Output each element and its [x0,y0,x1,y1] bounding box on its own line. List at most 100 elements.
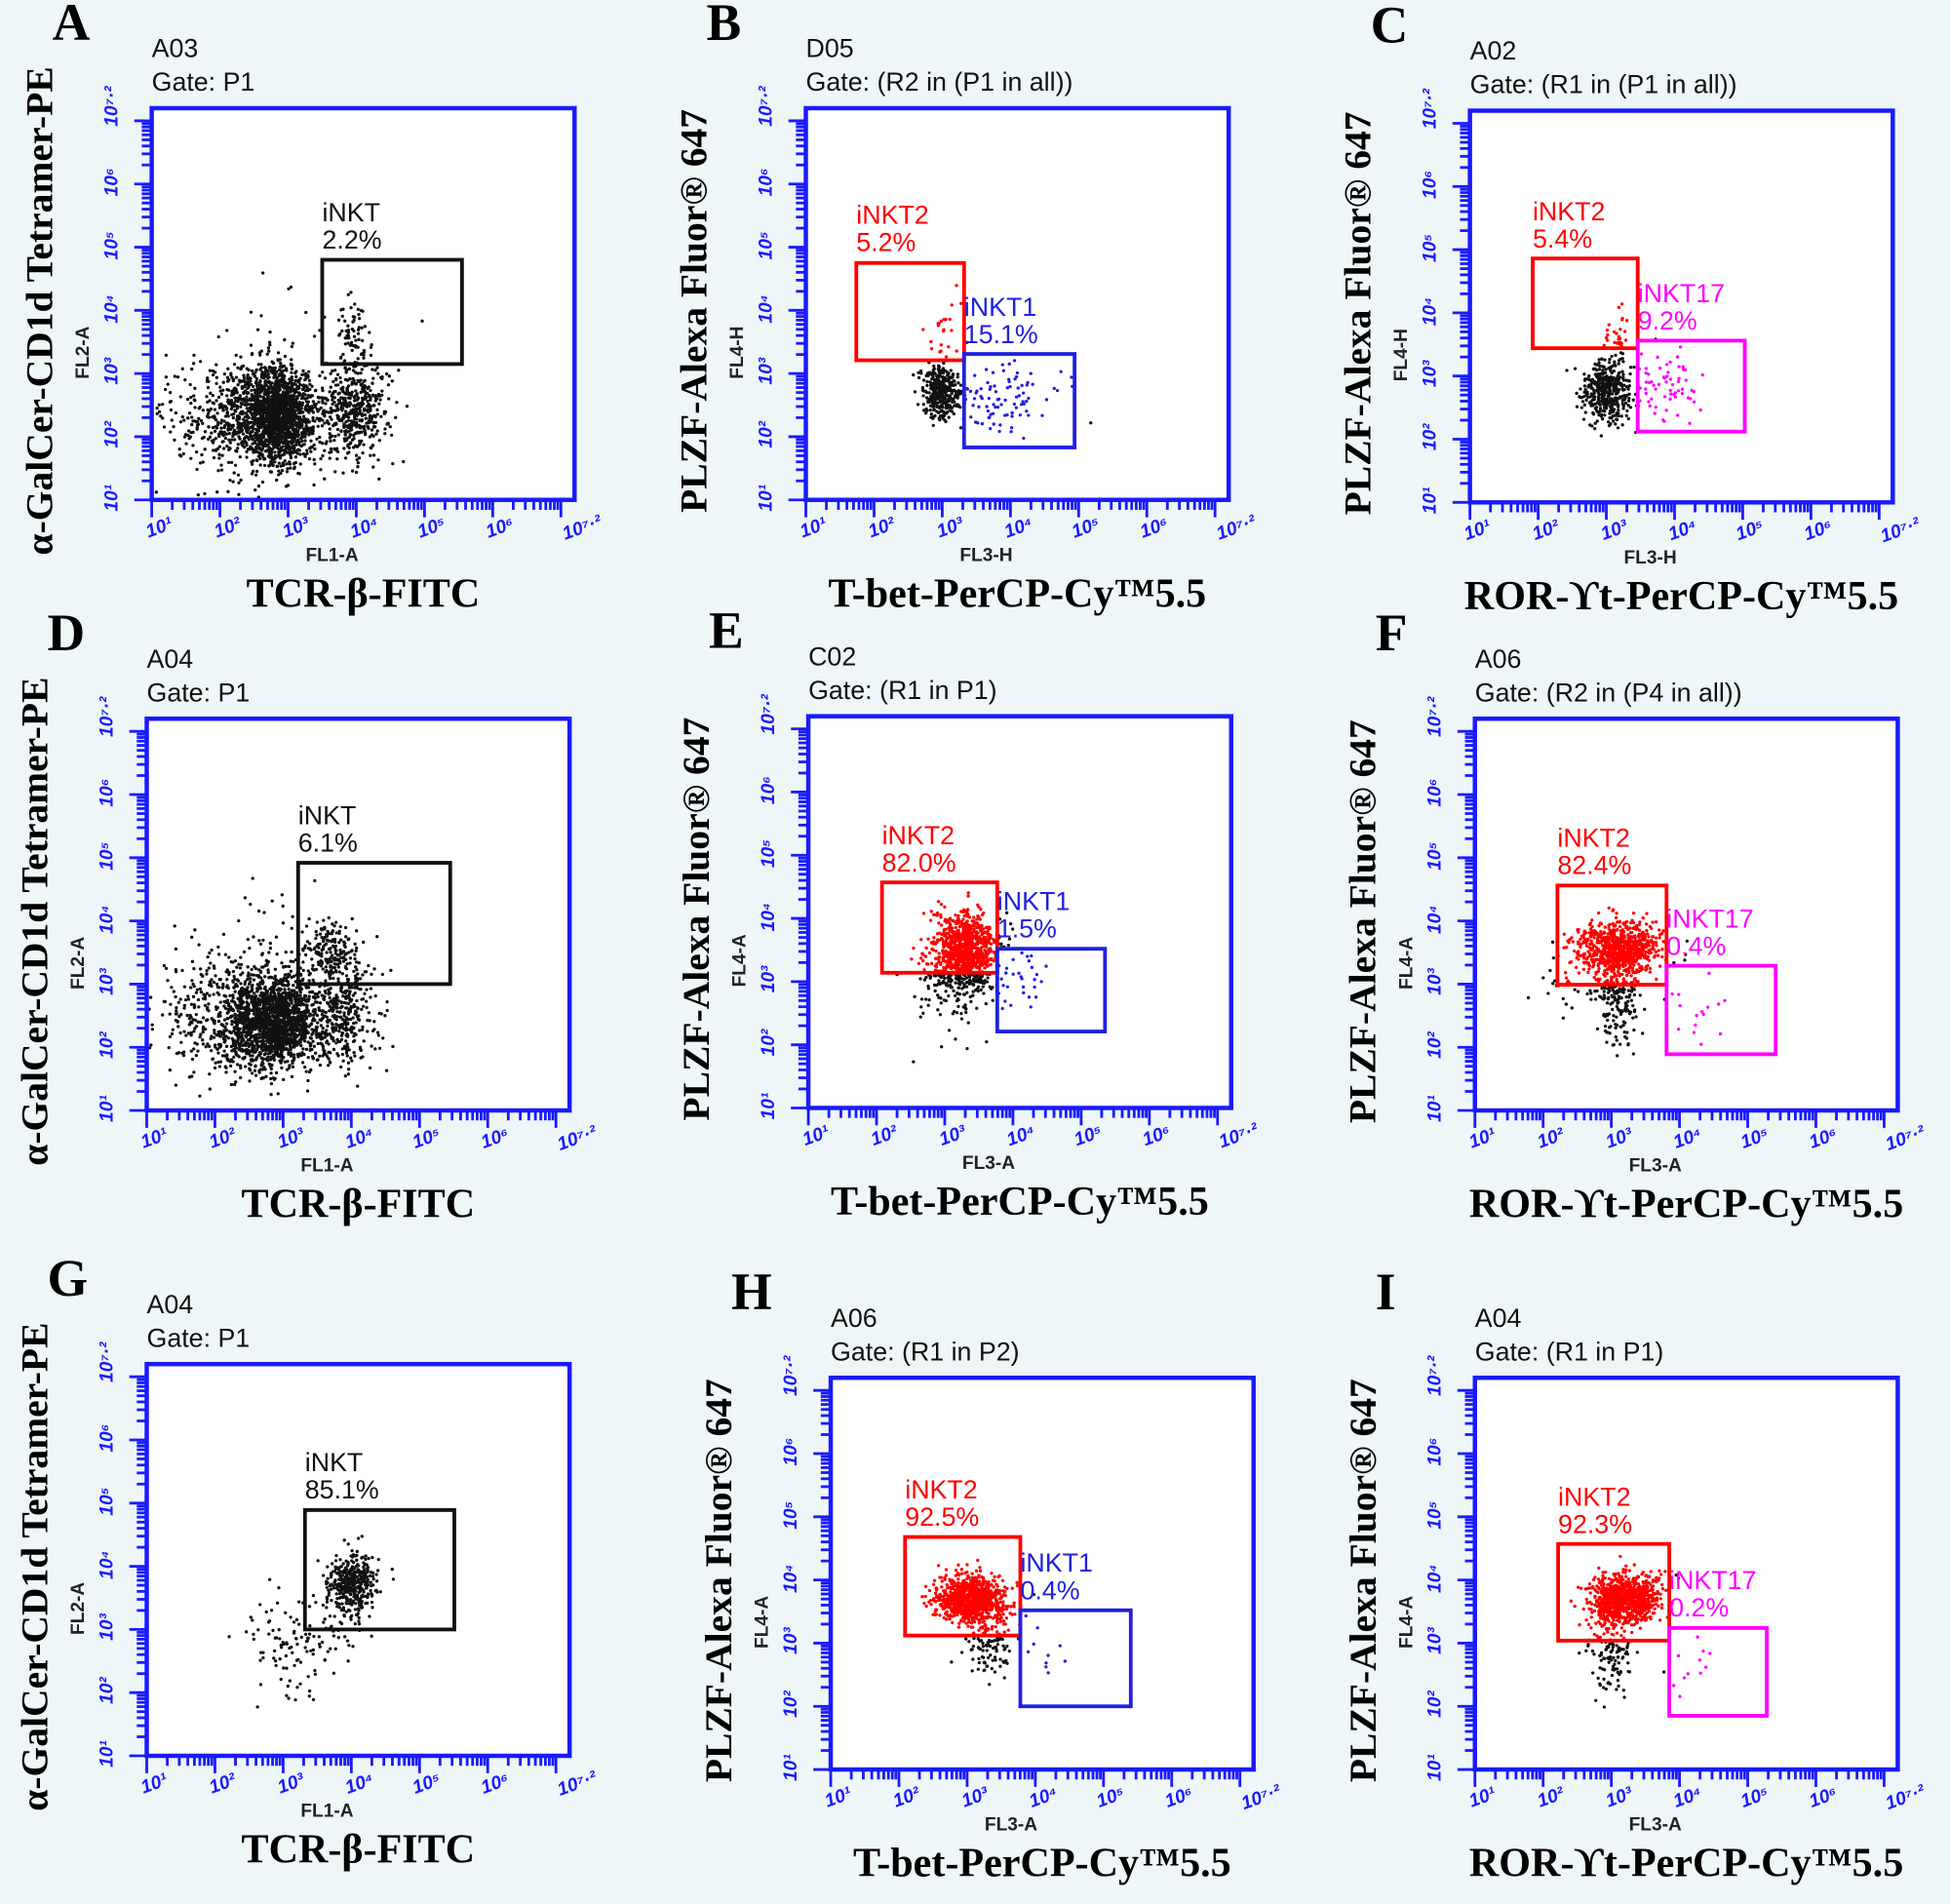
event-dot [338,356,343,360]
event-dot [278,440,282,444]
event-dot [243,389,248,393]
event-dot [335,457,339,461]
event-dot [246,373,250,377]
event-dot [1607,384,1612,389]
event-dot [1698,408,1702,412]
event-dot [242,421,247,425]
event-dot [283,437,287,442]
event-dot [272,375,276,380]
event-dot [198,360,203,364]
event-dot [277,473,281,477]
event-dot [226,460,231,465]
event-dot [1620,423,1624,427]
event-dot [1664,380,1668,384]
event-dot [1010,410,1014,415]
event-dot [211,441,215,445]
event-dot [939,388,944,392]
event-dot [1592,391,1596,395]
event-dot [214,437,218,441]
event-dot [1686,396,1691,400]
event-dot [355,410,359,415]
event-dot [233,408,237,412]
event-dot [937,410,941,414]
event-dot [265,395,270,400]
event-dot [1661,375,1666,379]
event-dot [283,441,287,446]
event-dot [266,369,270,372]
event-dot [192,394,196,398]
event-dot [370,433,374,437]
event-dot [1668,377,1673,381]
event-dot [259,991,263,994]
event-dot [941,385,945,389]
event-dot [271,387,276,391]
event-dot [305,448,309,452]
event-dot [346,328,351,332]
event-dot [944,318,948,322]
event-dot [218,389,222,393]
event-dot [946,393,950,398]
event-dot [263,444,267,447]
event-dot [343,342,347,346]
event-dot [218,385,222,389]
event-dot [1585,390,1589,394]
event-dot [263,367,267,370]
event-dot [1597,358,1601,362]
event-dot [279,380,284,384]
event-dot [293,405,297,408]
event-dot [300,439,304,444]
event-dot [1604,335,1609,340]
event-dot [941,369,945,373]
event-dot [291,400,294,405]
event-dot [1059,369,1063,373]
event-dot [242,373,246,377]
event-dot [269,451,273,455]
event-dot [331,391,335,396]
event-dot [219,405,223,408]
event-dot [279,427,284,431]
event-dot [1700,372,1704,377]
event-dot [252,398,255,402]
event-dot [1614,403,1618,407]
event-dot [1003,413,1007,417]
event-dot [254,446,258,449]
event-dot [1623,401,1628,406]
event-dot [209,391,213,395]
event-dot [1010,414,1014,418]
event-dot [253,991,256,995]
event-dot [260,388,264,392]
event-dot [360,368,364,371]
event-dot [271,429,276,433]
event-dot [1027,396,1031,401]
event-dot [336,398,340,403]
event-dot [205,395,209,399]
event-dot [360,418,365,422]
event-dot [214,375,218,379]
event-dot [1040,413,1044,417]
event-dot [1613,399,1617,404]
event-dot [1582,372,1586,376]
event-dot [282,463,286,467]
event-dot [342,447,346,450]
event-dot [249,310,254,314]
event-dot [360,326,364,330]
event-dot [1608,389,1613,393]
event-dot [273,460,277,464]
event-dot [286,467,290,471]
event-dot [370,393,375,397]
event-dot [1620,399,1624,403]
event-dot [276,392,281,397]
event-dot [969,415,973,419]
event-dot [263,975,267,979]
event-dot [1587,374,1591,378]
event-dot [1583,410,1587,414]
event-dot [362,350,367,354]
event-dot [291,1065,295,1069]
event-dot [292,447,295,451]
event-dot [311,410,316,414]
event-dot [223,436,228,441]
event-dot [236,447,240,450]
event-dot [330,408,333,412]
event-dot [375,412,379,416]
event-dot [324,396,328,401]
